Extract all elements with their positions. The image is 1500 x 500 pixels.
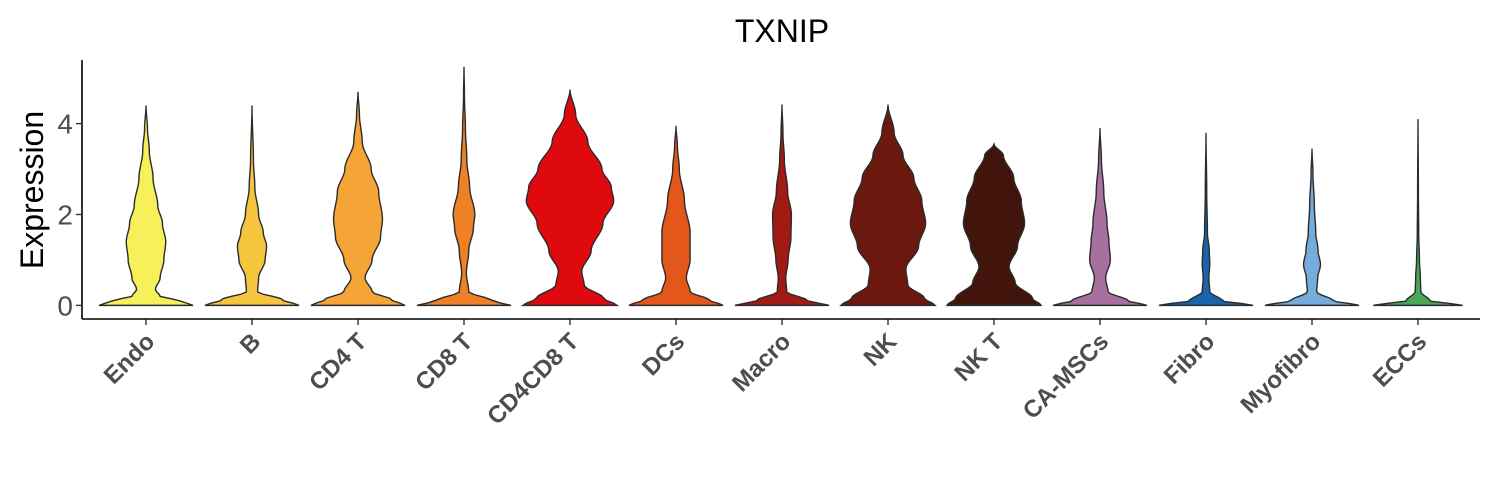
violin-nk-t — [945, 141, 1043, 307]
x-tick-label: NK T — [950, 328, 1009, 387]
violin-nk — [839, 104, 937, 307]
y-tick-label: 4 — [57, 109, 73, 140]
y-axis: 0 2 4 — [57, 60, 83, 321]
x-tick-label: ECCs — [1368, 328, 1432, 392]
y-axis-label: Expression — [14, 111, 50, 269]
x-tick-label: Macro — [727, 328, 796, 397]
chart-title: TXNIP — [735, 13, 829, 49]
y-tick-label: 0 — [57, 290, 73, 321]
x-tick-label: Myofibro — [1236, 328, 1327, 419]
violin-endo — [98, 105, 194, 307]
violin-cd8-t — [416, 66, 512, 307]
violin-fibro — [1158, 132, 1254, 307]
violin-eccs — [1373, 119, 1463, 307]
x-tick-label: Endo — [99, 328, 161, 390]
violin-ca-mscs — [1052, 128, 1148, 307]
violin-b — [204, 105, 300, 307]
x-tick-label: Fibro — [1159, 328, 1221, 390]
x-tick-label: CD8 T — [410, 328, 478, 396]
y-tick-label: 2 — [57, 199, 73, 230]
x-tick-label: CD4CD8 T — [482, 328, 584, 430]
violin-cd4-t — [310, 91, 406, 307]
violin-dcs — [628, 125, 724, 307]
x-axis: Endo B CD4 T CD8 T CD4CD8 T DCs Macro NK NK T CA-… — [82, 318, 1480, 430]
x-tick-label: CA-MSCs — [1018, 328, 1114, 424]
violin-cd4cd8-t — [520, 89, 620, 307]
x-tick-label: B — [235, 328, 266, 359]
x-tick-label: DCs — [637, 328, 690, 381]
violin-macro — [734, 104, 830, 307]
x-tick-label: NK — [859, 328, 903, 372]
x-tick-label: CD4 T — [304, 328, 372, 396]
violin-myofibro — [1264, 148, 1360, 307]
violin-group — [98, 66, 1463, 307]
